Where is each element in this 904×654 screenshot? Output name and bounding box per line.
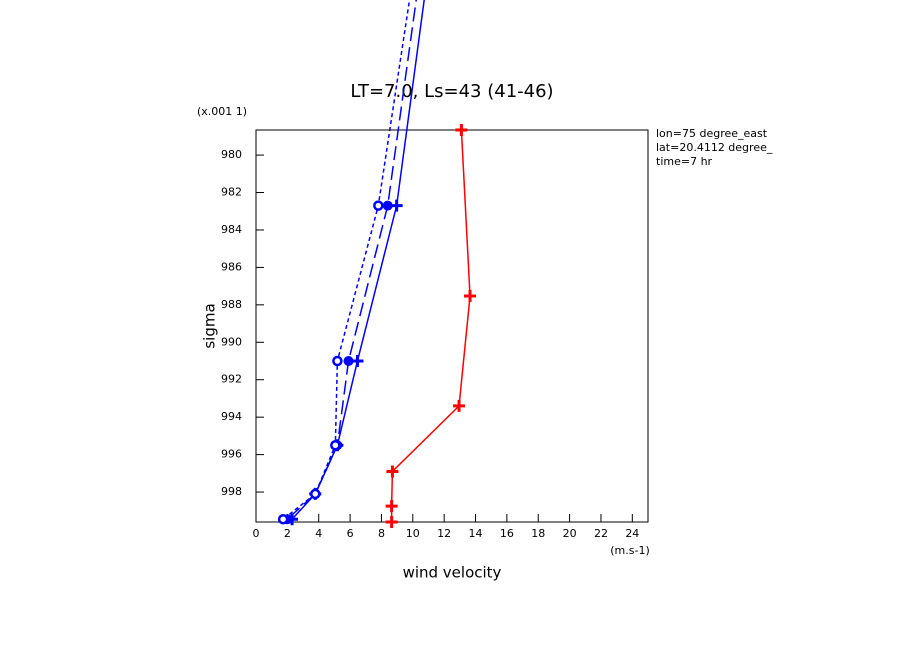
- annotation: lon=75 degree_east: [656, 127, 768, 140]
- annotation: time=7 hr: [656, 155, 713, 168]
- x-tick-label: 20: [563, 527, 577, 540]
- y-axis-label: sigma: [201, 303, 219, 348]
- series-line: [291, 0, 425, 520]
- y-tick-label: 992: [221, 373, 242, 386]
- annotation: lat=20.4112 degree_: [656, 141, 773, 154]
- marker: [386, 465, 399, 478]
- x-tick-label: 10: [406, 527, 420, 540]
- x-axis-label: wind velocity: [403, 564, 502, 582]
- y-tick-label: 998: [221, 485, 242, 498]
- y-tick-label: 980: [221, 148, 242, 161]
- marker: [453, 399, 466, 412]
- y-tick-label: 984: [221, 223, 242, 236]
- marker: [385, 516, 398, 528]
- y-tick-label: 996: [221, 448, 242, 461]
- x-tick-label: 2: [284, 527, 291, 540]
- x-tick-label: 0: [253, 527, 260, 540]
- series-line: [286, 0, 417, 520]
- x-tick-label: 8: [378, 527, 385, 540]
- y-tick-label: 986: [221, 260, 242, 273]
- marker: [455, 124, 468, 136]
- y-scale-note: (x.001 1): [197, 105, 247, 118]
- marker: [343, 356, 354, 367]
- marker: [373, 200, 384, 211]
- series-line: [390, 129, 471, 522]
- x-tick-label: 18: [531, 527, 545, 540]
- marker: [330, 439, 341, 451]
- marker: [385, 500, 398, 513]
- marker: [332, 355, 343, 367]
- y-tick-label: 988: [221, 298, 242, 311]
- y-tick-label: 994: [221, 410, 242, 423]
- marker: [464, 290, 477, 303]
- x-tick-label: 6: [347, 527, 354, 540]
- plot-frame: [255, 129, 649, 523]
- series-line: [282, 0, 411, 520]
- x-tick-label: 24: [625, 527, 639, 540]
- x-tick-label: 16: [500, 527, 514, 540]
- x-tick-label: 12: [437, 527, 451, 540]
- y-tick-label: 982: [221, 186, 242, 199]
- x-unit: (m.s-1): [610, 544, 650, 557]
- marker: [382, 200, 393, 211]
- chart-title: LT=7.0, Ls=43 (41-46): [350, 81, 553, 102]
- marker: [277, 513, 289, 525]
- marker: [310, 488, 321, 500]
- y-tick-label: 990: [221, 335, 242, 348]
- x-tick-label: 14: [469, 527, 483, 540]
- x-tick-label: 4: [315, 527, 322, 540]
- x-tick-label: 22: [594, 527, 608, 540]
